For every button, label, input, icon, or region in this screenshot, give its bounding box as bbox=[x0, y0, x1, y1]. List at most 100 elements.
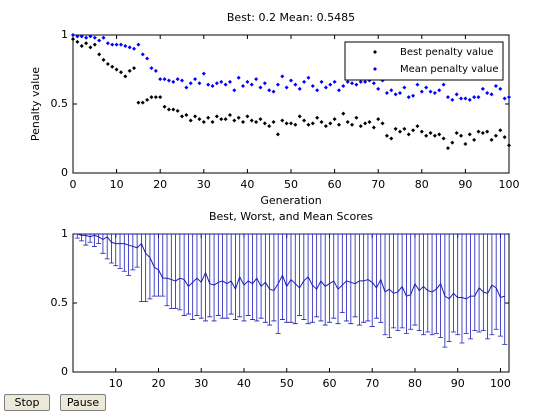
point bbox=[275, 132, 280, 137]
point bbox=[376, 117, 381, 122]
point bbox=[389, 136, 394, 141]
error-bar bbox=[408, 233, 414, 330]
error-bar bbox=[173, 233, 179, 309]
point bbox=[193, 114, 198, 119]
point bbox=[149, 66, 154, 71]
error-bar bbox=[365, 233, 371, 322]
point bbox=[158, 77, 163, 82]
error-bar bbox=[108, 233, 114, 264]
point bbox=[419, 89, 424, 94]
point bbox=[441, 82, 446, 87]
point bbox=[71, 37, 75, 42]
pause-button[interactable]: Pause bbox=[60, 394, 106, 411]
point bbox=[123, 44, 128, 49]
point bbox=[502, 135, 507, 140]
point bbox=[262, 81, 267, 86]
point bbox=[184, 85, 189, 90]
stop-button[interactable]: Stop bbox=[4, 394, 50, 411]
point bbox=[223, 117, 228, 122]
point bbox=[419, 129, 424, 134]
error-bar bbox=[211, 233, 217, 322]
point bbox=[319, 119, 324, 124]
x-tick-label: 30 bbox=[197, 178, 211, 191]
point bbox=[354, 82, 359, 87]
error-bar bbox=[322, 233, 328, 326]
error-bar bbox=[348, 233, 354, 325]
point bbox=[175, 77, 180, 82]
point bbox=[467, 132, 472, 137]
point bbox=[118, 70, 123, 75]
point bbox=[493, 133, 498, 138]
error-bar bbox=[297, 233, 303, 316]
point bbox=[336, 122, 341, 127]
point bbox=[358, 79, 363, 84]
error-bar bbox=[155, 233, 161, 297]
error-bar bbox=[284, 233, 290, 323]
point bbox=[267, 124, 272, 129]
error-bar bbox=[241, 233, 247, 322]
point bbox=[450, 140, 455, 145]
point bbox=[459, 133, 464, 138]
point bbox=[411, 93, 416, 98]
error-bar bbox=[198, 233, 204, 319]
error-bar bbox=[121, 233, 127, 272]
point bbox=[454, 92, 459, 97]
point bbox=[358, 124, 363, 129]
point bbox=[136, 42, 141, 47]
error-bar bbox=[425, 233, 431, 333]
point bbox=[306, 122, 311, 127]
point bbox=[332, 117, 337, 122]
point bbox=[145, 56, 150, 61]
point bbox=[162, 77, 167, 82]
point bbox=[341, 84, 346, 89]
x-tick-label: 10 bbox=[110, 178, 124, 191]
point bbox=[110, 64, 115, 69]
point bbox=[92, 42, 97, 47]
point bbox=[227, 113, 232, 118]
point bbox=[406, 95, 411, 100]
point bbox=[188, 81, 193, 86]
point bbox=[197, 81, 202, 86]
point bbox=[105, 61, 110, 66]
error-bar bbox=[258, 233, 264, 319]
point bbox=[227, 79, 232, 84]
point bbox=[319, 79, 324, 84]
point bbox=[271, 119, 276, 124]
point bbox=[75, 34, 80, 39]
error-bar bbox=[74, 233, 80, 239]
point bbox=[376, 86, 381, 91]
error-bar bbox=[314, 233, 320, 318]
error-bar bbox=[160, 233, 166, 297]
point bbox=[402, 126, 407, 131]
point bbox=[463, 96, 468, 101]
error-bar bbox=[250, 233, 256, 320]
point bbox=[332, 79, 337, 84]
point bbox=[371, 125, 376, 130]
point bbox=[193, 77, 198, 82]
point bbox=[97, 38, 102, 43]
point bbox=[201, 71, 206, 76]
point bbox=[293, 122, 298, 127]
point bbox=[79, 34, 84, 39]
point bbox=[236, 115, 241, 120]
error-bar bbox=[472, 233, 478, 331]
point bbox=[88, 45, 93, 50]
error-bar bbox=[203, 233, 209, 322]
error-bar bbox=[331, 233, 337, 319]
point bbox=[384, 133, 389, 138]
error-bar bbox=[416, 233, 422, 331]
point bbox=[502, 96, 507, 101]
point bbox=[280, 118, 285, 123]
point bbox=[232, 88, 237, 93]
point bbox=[445, 146, 450, 151]
point bbox=[341, 111, 346, 116]
error-bar bbox=[130, 233, 136, 271]
point bbox=[437, 88, 442, 93]
point bbox=[424, 133, 429, 138]
error-bar bbox=[468, 233, 474, 340]
point bbox=[132, 46, 137, 51]
error-bar bbox=[245, 233, 251, 316]
point bbox=[493, 84, 498, 89]
point bbox=[398, 129, 402, 134]
point bbox=[424, 85, 429, 90]
